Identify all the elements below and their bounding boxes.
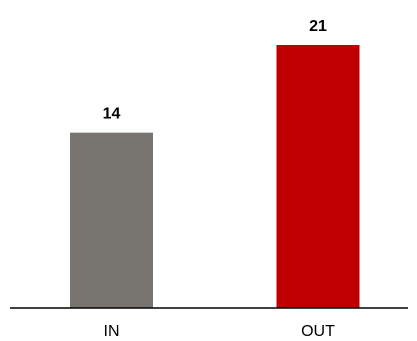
bars-layer [70,45,360,308]
data-label-in: 14 [103,106,121,123]
data-label-out: 21 [309,18,327,35]
labels-layer: 14 IN 21 OUT [103,18,336,340]
category-label-in: IN [104,323,120,340]
category-label-out: OUT [301,323,335,340]
bar-in [70,132,153,308]
bar-out [276,45,360,308]
